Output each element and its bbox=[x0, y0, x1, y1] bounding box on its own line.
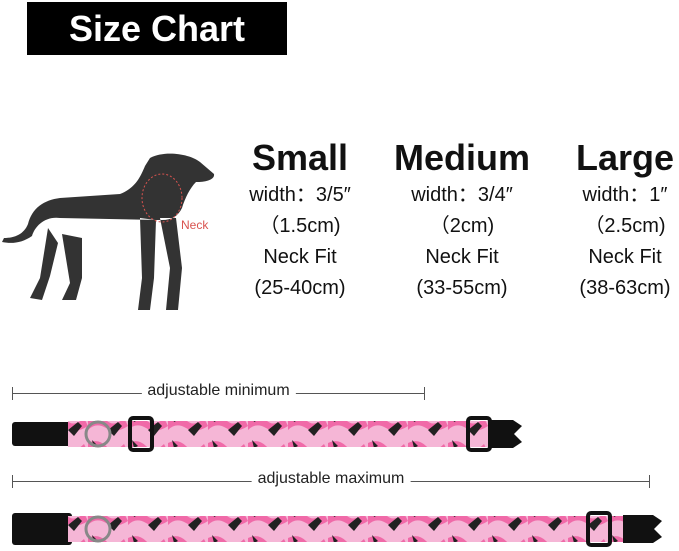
adjustable-minimum-label: adjustable minimum bbox=[141, 382, 296, 400]
size-width: width：3/5″ bbox=[249, 184, 351, 206]
size-width-cm: （2.5cm) bbox=[584, 215, 666, 237]
adjustable-minimum-arrow: adjustable minimum bbox=[12, 382, 425, 400]
size-large: Large width：1″ （2.5cm) Neck Fit (38-63cm… bbox=[540, 136, 679, 304]
neck-fit-range: (25-40cm) bbox=[254, 277, 346, 299]
collar-minimum bbox=[12, 416, 522, 452]
size-width-cm: （1.5cm) bbox=[259, 215, 341, 237]
size-width: width：3/4″ bbox=[411, 184, 513, 206]
collar-maximum bbox=[12, 511, 662, 547]
size-medium: Medium width：3/4″ （2cm) Neck Fit (33-55c… bbox=[377, 136, 547, 304]
neck-label: Neck bbox=[181, 218, 209, 232]
neck-fit-range: (38-63cm) bbox=[579, 277, 671, 299]
size-width: width：1″ bbox=[582, 184, 668, 206]
neck-fit-label: Neck Fit bbox=[263, 246, 337, 268]
dog-silhouette-icon bbox=[2, 153, 215, 310]
size-width-cm: （2cm) bbox=[429, 215, 495, 237]
neck-fit-range: (33-55cm) bbox=[416, 277, 508, 299]
adjustable-maximum-label: adjustable maximum bbox=[251, 470, 411, 488]
neck-fit-label: Neck Fit bbox=[425, 246, 499, 268]
adjustable-maximum-arrow: adjustable maximum bbox=[12, 470, 650, 488]
size-name: Medium bbox=[393, 137, 530, 178]
size-name: Small bbox=[251, 137, 349, 178]
size-chart-title: Size Chart bbox=[27, 2, 287, 55]
size-small: Small width：3/5″ （1.5cm) Neck Fit (25-40… bbox=[215, 136, 385, 304]
neck-fit-label: Neck Fit bbox=[588, 246, 662, 268]
size-name: Large bbox=[575, 137, 675, 178]
